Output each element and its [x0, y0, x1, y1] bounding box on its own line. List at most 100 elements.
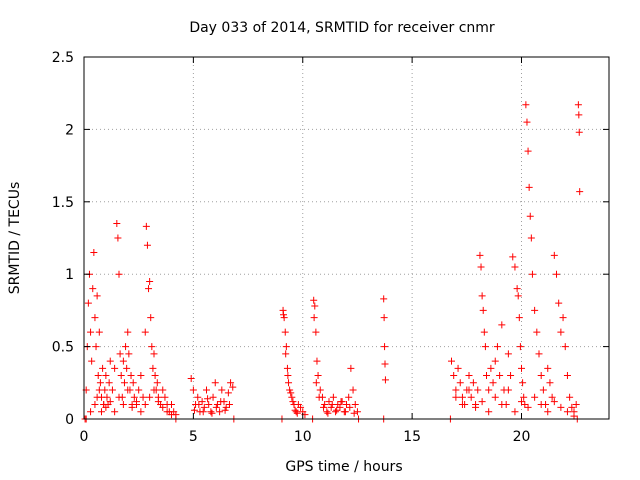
data-point [333, 406, 341, 414]
data-point [289, 398, 297, 406]
data-point [153, 379, 161, 387]
data-point [102, 372, 110, 380]
data-point [283, 364, 291, 372]
data-point [297, 403, 305, 411]
data-point [222, 403, 230, 411]
data-point [293, 409, 301, 417]
data-point [504, 386, 512, 394]
data-point [284, 372, 292, 380]
data-point [479, 306, 487, 314]
data-point [467, 393, 475, 401]
data-point [163, 408, 171, 416]
data-point [95, 328, 103, 336]
data-point [133, 398, 140, 406]
data-point [493, 343, 501, 351]
data-point [521, 401, 529, 409]
data-point [566, 393, 574, 401]
data-point [520, 393, 528, 401]
data-point [281, 328, 289, 336]
x-axis-label: GPS time / hours [285, 459, 402, 475]
x-tick-label: 15 [403, 429, 421, 445]
data-point [456, 379, 464, 387]
data-point [553, 270, 560, 278]
data-point [195, 401, 203, 409]
data-point [329, 393, 337, 401]
data-point [487, 364, 495, 372]
data-point [477, 263, 485, 271]
data-point [150, 386, 158, 394]
data-point [211, 379, 219, 387]
x-tick-label: 20 [513, 429, 531, 445]
data-point [533, 328, 541, 336]
data-point [537, 372, 545, 380]
data-point [535, 350, 543, 358]
data-point [524, 147, 532, 155]
data-point [343, 401, 350, 409]
data-point [115, 270, 123, 278]
data-point [336, 403, 344, 411]
data-point [106, 357, 114, 365]
data-point [550, 398, 558, 406]
data-point [159, 386, 167, 394]
data-point [525, 183, 533, 191]
y-tick-label: 2.5 [52, 50, 74, 66]
data-point [92, 343, 100, 351]
data-point [518, 398, 525, 406]
data-point [224, 389, 232, 397]
data-point [496, 372, 504, 380]
data-point [151, 372, 159, 380]
data-point [346, 403, 354, 411]
data-point [287, 389, 295, 397]
data-point [204, 395, 212, 403]
data-point [149, 364, 157, 372]
data-point [154, 398, 162, 406]
data-point [88, 357, 96, 365]
data-point [137, 408, 145, 416]
data-point [481, 343, 489, 351]
data-point [465, 372, 473, 380]
data-point [120, 379, 128, 387]
data-point [141, 401, 149, 409]
data-point [522, 101, 530, 109]
grid-lines [84, 57, 609, 419]
data-point [94, 372, 102, 380]
data-point [514, 292, 522, 300]
data-point [472, 403, 480, 411]
data-point [146, 393, 154, 401]
data-point [568, 403, 576, 411]
data-point [124, 386, 132, 394]
data-point [327, 403, 335, 411]
data-point [381, 376, 389, 384]
data-point [575, 111, 583, 119]
data-point [498, 321, 506, 329]
data-point [229, 383, 237, 391]
data-point [465, 386, 473, 394]
data-point [168, 411, 175, 419]
data-point [161, 393, 169, 401]
data-point [129, 379, 137, 387]
data-point [128, 403, 136, 411]
data-point [511, 408, 519, 416]
data-point [576, 188, 584, 196]
data-point [286, 386, 294, 394]
data-point [105, 379, 113, 387]
data-point [515, 314, 523, 322]
y-tick-label: 2 [65, 122, 74, 138]
data-point [353, 408, 361, 416]
data-point [509, 253, 517, 261]
data-points [81, 101, 584, 423]
x-tick-label: 5 [189, 429, 198, 445]
data-point [280, 314, 288, 322]
data-point [345, 393, 353, 401]
data-point [146, 277, 154, 285]
data-point [516, 343, 524, 351]
data-point [526, 212, 534, 220]
data-point [313, 357, 321, 365]
data-point [225, 401, 233, 409]
y-axis-label: SRMTID / TECUs [7, 182, 23, 295]
data-point [198, 398, 206, 406]
data-point [519, 379, 527, 387]
data-point [187, 374, 195, 382]
data-point [498, 401, 506, 409]
